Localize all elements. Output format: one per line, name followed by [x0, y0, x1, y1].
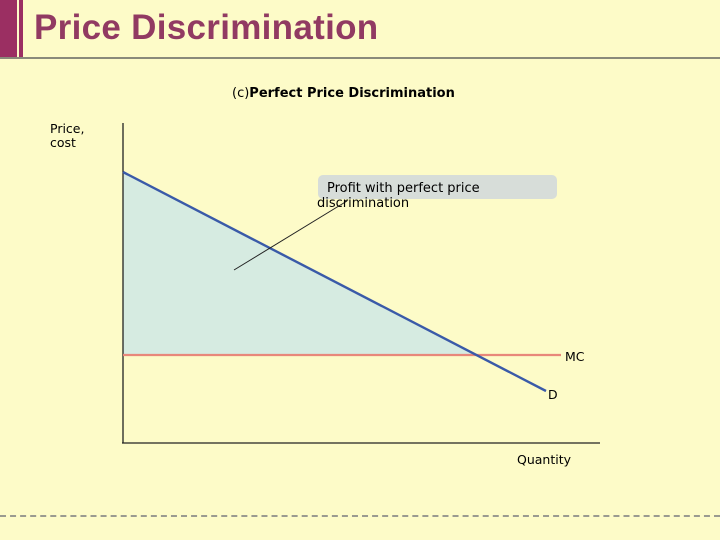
profit-callout: Profit with perfect price discrimination: [317, 181, 480, 211]
header: Price Discrimination: [0, 0, 720, 59]
callout-pointer: [233, 200, 348, 271]
y-axis-label: Price, cost: [50, 121, 85, 150]
mc-label: MC: [565, 349, 585, 364]
page-title: Price Discrimination: [34, 8, 379, 47]
demand-curve: [122, 170, 547, 393]
x-axis-label: Quantity: [517, 452, 572, 467]
accent-bar-thin: [19, 0, 23, 58]
subtitle-prefix: (c): [232, 86, 250, 101]
subtitle-text: Perfect Price Discrimination: [249, 86, 455, 101]
footer-divider: [0, 515, 720, 517]
callout-box: [318, 175, 557, 199]
demand-label: D: [548, 387, 558, 402]
header-divider: [0, 57, 720, 59]
accent-bar: [0, 0, 17, 58]
diagram-subtitle: (c)Perfect Price Discrimination: [232, 86, 455, 101]
